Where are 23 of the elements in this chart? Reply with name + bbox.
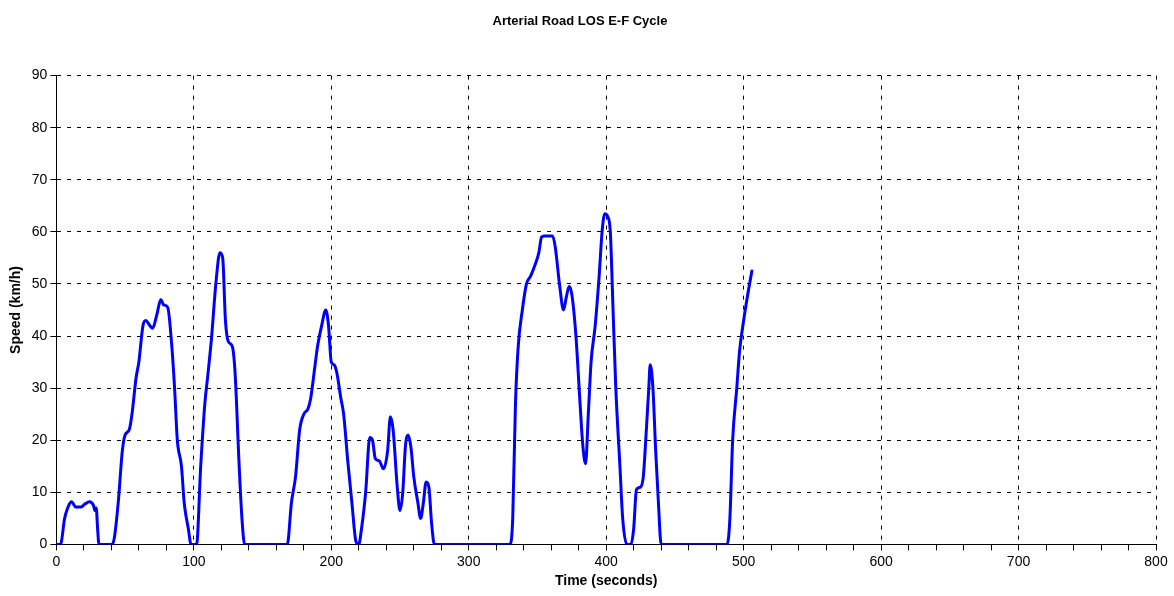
y-tick-label: 60 [31,222,48,239]
y-tick-label: 0 [39,535,48,552]
x-tick-label: 800 [1144,552,1168,569]
x-tick-label: 0 [52,552,61,569]
y-tick-label: 10 [31,483,48,500]
x-tick-label: 700 [1006,552,1031,569]
y-tick-label: 20 [31,431,48,448]
line-series [56,212,754,545]
x-tick-label: 400 [594,552,619,569]
x-tick-label: 300 [457,552,481,569]
y-tick-label: 30 [31,378,48,395]
y-tick-label: 80 [31,118,48,135]
y-axis-title: Speed (km/h) [7,266,24,354]
y-tick-label: 70 [31,170,48,187]
y-tick-label: 90 [31,66,48,83]
x-axis-title: Time (seconds) [554,572,658,589]
x-tick-label: 500 [731,552,756,569]
y-tick-label: 50 [31,274,48,291]
x-tick-label: 100 [182,552,206,569]
x-tick-label: 600 [869,552,893,569]
x-tick-label: 200 [319,552,344,569]
y-tick-label: 40 [31,326,48,343]
chart-title: Arterial Road LOS E-F Cycle [492,13,668,29]
